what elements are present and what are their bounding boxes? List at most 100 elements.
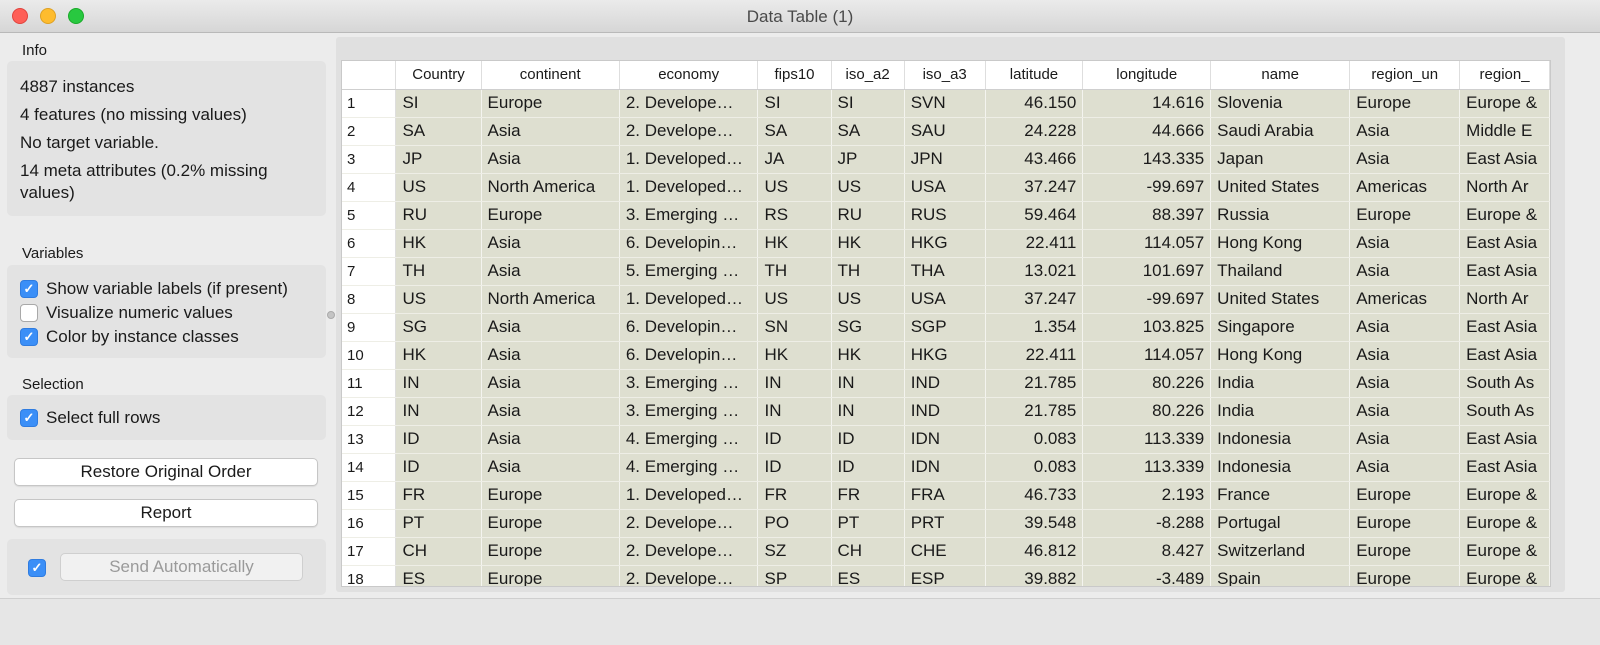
table-cell[interactable]: 2.193	[1082, 481, 1212, 510]
row-number[interactable]: 1	[342, 89, 397, 118]
table-cell[interactable]: JPN	[904, 145, 986, 174]
table-cell[interactable]: Europe	[1349, 565, 1461, 586]
table-cell[interactable]: TH	[831, 257, 905, 286]
table-cell[interactable]: 2. Develope…	[619, 89, 759, 118]
table-cell[interactable]: Europe &	[1459, 537, 1550, 566]
column-header[interactable]: region_un	[1349, 61, 1461, 90]
column-header[interactable]: iso_a2	[831, 61, 905, 90]
minimize-window-button[interactable]	[40, 8, 56, 24]
table-cell[interactable]: FR	[831, 481, 905, 510]
row-number[interactable]: 16	[342, 509, 397, 538]
table-cell[interactable]: 88.397	[1082, 201, 1212, 230]
table-row[interactable]: 17 CH Europe 2. Develope… SZ CH CHE 46.812 8.427…	[342, 537, 1550, 566]
table-cell[interactable]: JP	[395, 145, 482, 174]
table-cell[interactable]: 3. Emerging …	[619, 369, 759, 398]
table-row[interactable]: 3 JP Asia 1. Developed… JA JP JPN 43.466 143.335…	[342, 145, 1550, 174]
column-header[interactable]: iso_a3	[904, 61, 986, 90]
table-cell[interactable]: East Asia	[1459, 229, 1550, 258]
table-row[interactable]: 12 IN Asia 3. Emerging … IN IN IND 21.785 80.226…	[342, 397, 1550, 426]
table-cell[interactable]: US	[757, 173, 832, 202]
table-cell[interactable]: 143.335	[1082, 145, 1212, 174]
table-cell[interactable]: SG	[395, 313, 482, 342]
table-row[interactable]: 9 SG Asia 6. Developin… SN SG SGP 1.354 103.825 S…	[342, 313, 1550, 342]
column-header[interactable]: region_	[1459, 61, 1550, 90]
zoom-window-button[interactable]	[68, 8, 84, 24]
table-cell[interactable]: 39.548	[985, 509, 1084, 538]
table-cell[interactable]: Asia	[1349, 369, 1461, 398]
table-cell[interactable]: JA	[757, 145, 832, 174]
table-cell[interactable]: Europe	[1349, 509, 1461, 538]
table-cell[interactable]: North America	[481, 285, 620, 314]
table-cell[interactable]: SI	[831, 89, 905, 118]
table-cell[interactable]: CH	[831, 537, 905, 566]
table-cell[interactable]: SA	[757, 117, 832, 146]
table-cell[interactable]: US	[831, 173, 905, 202]
table-cell[interactable]: Americas	[1349, 173, 1461, 202]
table-cell[interactable]: South As	[1459, 369, 1550, 398]
table-cell[interactable]: USA	[904, 285, 986, 314]
table-cell[interactable]: Europe	[481, 481, 620, 510]
send-automatically-button[interactable]: Send Automatically	[60, 553, 303, 581]
table-cell[interactable]: -99.697	[1082, 285, 1212, 314]
table-cell[interactable]: Asia	[1349, 425, 1461, 454]
table-cell[interactable]: North Ar	[1459, 285, 1550, 314]
table-cell[interactable]: RUS	[904, 201, 986, 230]
table-cell[interactable]: 13.021	[985, 257, 1084, 286]
table-cell[interactable]: IN	[395, 369, 482, 398]
table-cell[interactable]: North America	[481, 173, 620, 202]
table-cell[interactable]: Slovenia	[1210, 89, 1351, 118]
table-cell[interactable]: Europe	[481, 89, 620, 118]
row-number[interactable]: 10	[342, 341, 397, 370]
table-cell[interactable]: Portugal	[1210, 509, 1351, 538]
table-cell[interactable]: Asia	[1349, 257, 1461, 286]
table-cell[interactable]: Europe	[481, 509, 620, 538]
row-number[interactable]: 13	[342, 425, 397, 454]
table-cell[interactable]: IDN	[904, 453, 986, 482]
table-cell[interactable]: 2. Develope…	[619, 117, 759, 146]
color-by-instance-classes-checkbox[interactable]: ✓ Color by instance classes	[20, 326, 239, 348]
table-cell[interactable]: IND	[904, 397, 986, 426]
table-cell[interactable]: IN	[831, 397, 905, 426]
table-cell[interactable]: SP	[757, 565, 832, 586]
table-cell[interactable]: PT	[395, 509, 482, 538]
table-cell[interactable]: Asia	[481, 145, 620, 174]
table-cell[interactable]: France	[1210, 481, 1351, 510]
table-cell[interactable]: 46.150	[985, 89, 1084, 118]
row-number[interactable]: 2	[342, 117, 397, 146]
table-cell[interactable]: 14.616	[1082, 89, 1212, 118]
table-cell[interactable]: Europe &	[1459, 89, 1550, 118]
table-row[interactable]: 5 RU Europe 3. Emerging … RS RU RUS 59.464 88.39…	[342, 201, 1550, 230]
table-cell[interactable]: Americas	[1349, 285, 1461, 314]
table-cell[interactable]: 80.226	[1082, 397, 1212, 426]
table-cell[interactable]: -3.489	[1082, 565, 1212, 586]
table-cell[interactable]: SAU	[904, 117, 986, 146]
table-cell[interactable]: ES	[831, 565, 905, 586]
table-cell[interactable]: Asia	[1349, 117, 1461, 146]
table-cell[interactable]: East Asia	[1459, 453, 1550, 482]
table-row[interactable]: 16 PT Europe 2. Develope… PO PT PRT 39.548 -8.28…	[342, 509, 1550, 538]
table-cell[interactable]: Europe	[481, 537, 620, 566]
table-cell[interactable]: 114.057	[1082, 341, 1212, 370]
table-row[interactable]: 6 HK Asia 6. Developin… HK HK HKG 22.411 114.057…	[342, 229, 1550, 258]
table-cell[interactable]: East Asia	[1459, 341, 1550, 370]
table-cell[interactable]: Europe &	[1459, 481, 1550, 510]
table-cell[interactable]: Asia	[481, 397, 620, 426]
table-cell[interactable]: 24.228	[985, 117, 1084, 146]
table-cell[interactable]: SI	[395, 89, 482, 118]
table-cell[interactable]: 1. Developed…	[619, 481, 759, 510]
corner-header[interactable]	[342, 61, 397, 90]
table-cell[interactable]: 22.411	[985, 341, 1084, 370]
row-number[interactable]: 17	[342, 537, 397, 566]
table-row[interactable]: 7 TH Asia 5. Emerging … TH TH THA 13.021 101.697…	[342, 257, 1550, 286]
table-cell[interactable]: PT	[831, 509, 905, 538]
table-row[interactable]: 1 SI Europe 2. Develope… SI SI SVN 46.150 14.616…	[342, 89, 1550, 118]
table-cell[interactable]: 103.825	[1082, 313, 1212, 342]
table-cell[interactable]: Asia	[1349, 453, 1461, 482]
table-cell[interactable]: Asia	[1349, 229, 1461, 258]
table-cell[interactable]: -99.697	[1082, 173, 1212, 202]
table-cell[interactable]: IN	[831, 369, 905, 398]
table-cell[interactable]: 2. Develope…	[619, 537, 759, 566]
table-cell[interactable]: Europe	[1349, 481, 1461, 510]
table-cell[interactable]: IDN	[904, 425, 986, 454]
table-cell[interactable]: SG	[831, 313, 905, 342]
